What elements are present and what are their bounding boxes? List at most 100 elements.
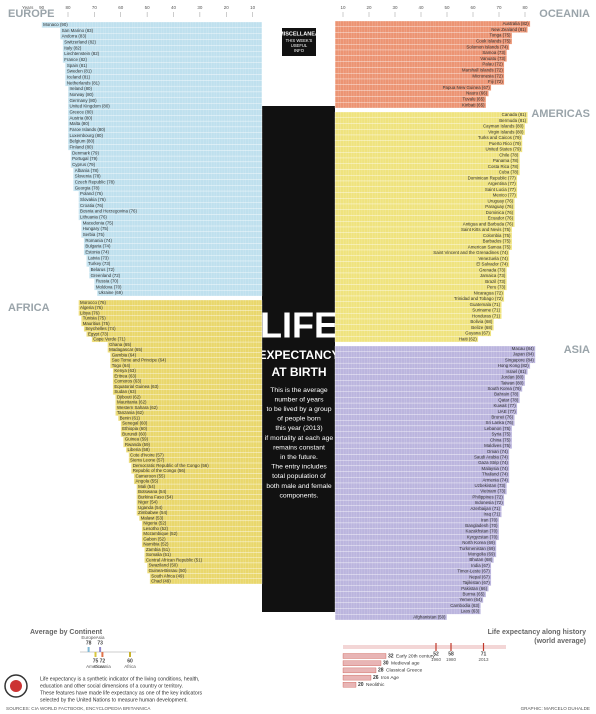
era-name: Medieval age [391, 660, 420, 666]
milestone-year: 1980 [446, 657, 457, 662]
tick-label: 40 [171, 5, 177, 10]
country-label: India (67) [471, 563, 490, 568]
country-label: China (75) [490, 437, 511, 442]
country-label: Nepal (67) [469, 574, 490, 579]
country-label: Brunei (76) [491, 415, 513, 420]
country-label: Tanzania (62) [117, 410, 144, 415]
country-label: Kyrgyzstan (70) [467, 534, 498, 539]
tick-label: 90 [39, 5, 45, 10]
credit: GRAPHIC: MARCELO DUHALDE [521, 706, 590, 711]
bar [78, 196, 263, 203]
country-label: Moldova (70) [96, 284, 122, 289]
footer-text: selected by the United Nations to measur… [40, 697, 188, 703]
country-label: Palau (72) [482, 62, 503, 67]
region-title: AFRICA [8, 302, 50, 314]
country-label: Samoa (73) [482, 50, 505, 55]
tick-label: 70 [496, 5, 502, 10]
bar [78, 190, 263, 198]
country-label: Swaziland (50) [149, 563, 179, 568]
country-label: Marshall Islands (72) [462, 67, 503, 72]
country-label: Afghanistan (50) [413, 614, 446, 619]
country-label: Taiwan (80) [501, 380, 524, 385]
country-label: Angola (55) [135, 479, 158, 484]
country-label: Switzerland (82) [64, 40, 96, 45]
country-label: Saudi Arabia (74) [474, 454, 508, 459]
country-label: Bosnia and Herzegovina (76) [80, 209, 137, 214]
country-label: Nigeria (52) [143, 521, 166, 526]
country-label: Turkey (73) [88, 261, 111, 266]
country-label: Serbia (75) [83, 232, 105, 237]
average-value: 75 [93, 658, 99, 664]
country-label: Republic of the Congo (56) [133, 468, 186, 473]
country-label: UAE (77) [498, 409, 517, 414]
bar [149, 578, 263, 585]
country-label: Netherlands (81) [67, 80, 100, 85]
country-label: Syria (75) [491, 432, 511, 437]
bar [67, 115, 263, 122]
milestone-value: 71 [481, 651, 487, 657]
country-label: Dominican Republic (77) [468, 175, 517, 180]
country-label: Russia (70) [96, 279, 119, 284]
country-label: Saint Lucia (77) [485, 187, 516, 192]
average-mark [94, 652, 97, 657]
country-label: Bolivia (68) [470, 319, 492, 324]
country-label: Slovakia (76) [80, 197, 106, 202]
country-label: Sudan (63) [114, 389, 136, 394]
country-label: Guatemala (71) [470, 302, 501, 307]
country-label: Burundi (60) [122, 431, 147, 436]
average-mark [99, 647, 102, 652]
era-value: 26 [373, 675, 379, 681]
bar [70, 161, 263, 168]
bar [65, 68, 263, 75]
bar [334, 374, 526, 381]
era-bar [342, 667, 377, 674]
country-label: Mongolia (69) [468, 552, 495, 557]
country-label: Liberia (58) [128, 447, 151, 452]
average-name: Asia [96, 635, 105, 640]
country-label: American Samoa (75) [468, 244, 511, 249]
country-label: Iceland (81) [67, 75, 91, 80]
footer-text: Life expectancy is a synthetic indicator… [40, 676, 199, 682]
country-label: Mauritania (62) [117, 400, 147, 405]
history-band [343, 645, 506, 649]
badge-line: INFO [294, 48, 305, 53]
center-text: both male and female [266, 483, 332, 490]
center-text: this year (2013) [275, 425, 322, 432]
country-label: Libya (76) [80, 310, 100, 315]
country-label: Antigua and Barbuda (76) [463, 221, 514, 226]
country-label: Tuvalu (65) [462, 96, 485, 101]
country-label: Belarus (72) [91, 267, 115, 272]
country-label: Niger (54) [138, 500, 158, 505]
tick-label: 10 [250, 5, 256, 10]
country-label: Bulgaria (74) [85, 244, 111, 249]
tick-label: 20 [366, 5, 372, 10]
average-value: 78 [86, 640, 92, 646]
country-label: Macedonia (75) [83, 220, 114, 225]
country-label: North Korea (69) [462, 540, 495, 545]
country-label: Slovenia (78) [75, 174, 101, 179]
bar [334, 511, 502, 518]
center-text: if mortality at each age [265, 435, 334, 442]
country-label: Denmark (79) [72, 150, 99, 155]
country-label: New Zealand (81) [491, 27, 526, 32]
average-mark [87, 647, 90, 652]
bar [96, 290, 263, 297]
country-label: Qatar (78) [498, 397, 519, 402]
country-label: Lebanon (75) [484, 426, 511, 431]
bar [67, 85, 263, 93]
country-label: Gambia (64) [112, 352, 137, 357]
country-label: Italy (82) [64, 45, 82, 50]
country-label: Azerbaijan (71) [470, 506, 500, 511]
country-label: Mauritius (75) [83, 321, 110, 326]
country-label: Jamaica (73) [480, 273, 506, 278]
country-label: Gaza Strip (74) [478, 460, 508, 465]
country-label: Dominica (76) [486, 210, 514, 215]
country-label: Honduras (71) [472, 313, 501, 318]
center-title: AT BIRTH [271, 365, 326, 379]
country-label: Mozambique (52) [143, 531, 178, 536]
country-label: Austria (80) [70, 115, 93, 120]
bar [334, 278, 507, 285]
tick-label: 80 [522, 5, 528, 10]
country-label: Micronesia (72) [472, 73, 503, 78]
country-label: Maldives (75) [484, 443, 511, 448]
